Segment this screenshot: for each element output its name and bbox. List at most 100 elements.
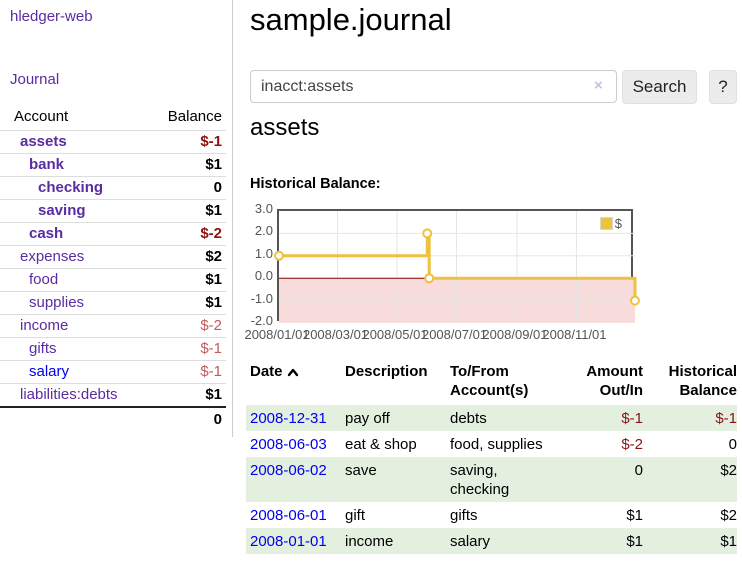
column-gap [552, 435, 583, 454]
account-row: expenses $2 [0, 245, 226, 268]
transaction-date-link[interactable]: 2008-06-02 [250, 462, 327, 479]
help-button[interactable]: ? [709, 70, 737, 104]
account-row: gifts $-1 [0, 337, 226, 360]
chart-legend: $ [599, 216, 622, 231]
account-link-bank[interactable]: bank [29, 156, 65, 173]
register-table: Date Description To/From Account(s) Amou… [246, 362, 737, 554]
account-link-checking[interactable]: checking [38, 179, 104, 196]
account-row: bank $1 [0, 153, 226, 176]
date-header-label: Date [250, 363, 283, 380]
account-link-food[interactable]: food [29, 271, 59, 288]
account-row: salary $-1 [0, 360, 226, 383]
register-row: 2008-06-03 eat & shop food, supplies $-2… [246, 431, 737, 457]
account-link-expenses[interactable]: expenses [20, 248, 85, 265]
sidebar-item-journal[interactable]: Journal [10, 71, 60, 88]
transaction-date-link[interactable]: 2008-01-01 [250, 533, 327, 550]
transaction-balance: $-1 [715, 410, 737, 427]
account-row: liabilities:debts $1 [0, 383, 226, 406]
register-row: 2008-06-02 save saving, checking 0 $2 [246, 457, 737, 502]
register-row: 2008-12-31 pay off debts $-1 $-1 [246, 405, 737, 431]
accounts-header-balance: Balance [167, 108, 222, 125]
transaction-balance: $1 [720, 533, 737, 550]
column-header-balance[interactable]: Historical Balance [643, 362, 737, 400]
sidebar: hledger-web Journal Account Balance asse… [0, 0, 233, 437]
transaction-date-link[interactable]: 2008-06-03 [250, 436, 327, 453]
account-balance: $1 [205, 294, 222, 311]
account-balance: $1 [205, 202, 222, 219]
search-button[interactable]: Search [622, 70, 697, 104]
app-title-link[interactable]: hledger-web [10, 8, 93, 25]
column-header-amount[interactable]: Amount Out/In [583, 362, 643, 400]
accounts-total-value: 0 [213, 411, 222, 428]
accounts-total-row: 0 [0, 406, 226, 432]
transaction-description: save [345, 462, 377, 479]
column-header-date[interactable]: Date [250, 362, 345, 400]
account-link-cash[interactable]: cash [29, 225, 64, 242]
data-point-marker [630, 295, 640, 306]
account-balance: $1 [205, 156, 222, 173]
column-gap [552, 409, 583, 428]
transaction-date-link[interactable]: 2008-06-01 [250, 507, 327, 524]
y-axis-tick-label: -1.0 [250, 290, 273, 306]
balance-header-line2: Balance [679, 382, 737, 399]
y-axis-tick-label: -2.0 [250, 313, 273, 328]
column-header-description[interactable]: Description [345, 363, 428, 380]
y-axis-tick-label: 3.0 [254, 201, 273, 216]
transaction-amount: $-1 [621, 410, 643, 427]
transaction-date-link[interactable]: 2008-12-31 [250, 410, 327, 427]
amount-header-line1: Amount [586, 363, 643, 380]
sort-ascending-icon [287, 363, 299, 382]
transaction-balance: $2 [720, 507, 737, 524]
balance-header-line1: Historical [668, 363, 737, 380]
transaction-accounts: debts [450, 410, 487, 427]
clear-search-icon[interactable]: × [594, 77, 603, 94]
amount-header-line2: Out/In [599, 382, 643, 399]
account-link-gifts[interactable]: gifts [29, 340, 57, 357]
account-link-income[interactable]: income [20, 317, 69, 334]
main-content: sample.journal × Search ? assets Histori… [244, 0, 742, 582]
account-link-supplies[interactable]: supplies [29, 294, 85, 311]
account-balance: $1 [205, 271, 222, 288]
account-link-saving[interactable]: saving [38, 202, 86, 219]
column-gap [552, 362, 583, 400]
y-axis-tick-label: 1.0 [254, 245, 273, 261]
historical-balance-chart: 3.0 2.0 1.0 0.0 -1.0 -2.0 $ 2008/01/01 2008/03… [244, 200, 690, 348]
register-rows: 2008-12-31 pay off debts $-1 $-1 2008-06… [246, 405, 737, 554]
register-row: 2008-01-01 income salary $1 $1 [246, 528, 737, 554]
account-link-assets[interactable]: assets [20, 133, 67, 150]
transaction-accounts: saving, checking [450, 462, 510, 498]
account-row: saving $1 [0, 199, 226, 222]
transaction-description: pay off [345, 410, 390, 427]
transaction-balance: 0 [728, 436, 737, 453]
column-header-tofrom[interactable]: To/From Account(s) [450, 362, 552, 400]
register-row: 2008-06-01 gift gifts $1 $2 [246, 502, 737, 528]
data-point-marker [274, 250, 284, 261]
transaction-accounts: salary [450, 533, 491, 550]
chart-title: Historical Balance: [250, 176, 381, 192]
account-balance: $-1 [200, 340, 222, 357]
page-title: sample.journal [250, 2, 452, 37]
account-row: checking 0 [0, 176, 226, 199]
account-balance: $-1 [200, 133, 222, 150]
accounts-header: Account Balance [0, 104, 226, 130]
account-row: supplies $1 [0, 291, 226, 314]
x-axis-tick-label: 2008/05/01 [362, 327, 428, 342]
x-axis-tick-label: 2008/11/01 [542, 327, 607, 342]
transaction-description: eat & shop [345, 436, 417, 453]
tofrom-header-line2: Account(s) [450, 382, 529, 399]
account-balance: $1 [205, 386, 222, 403]
account-link-liabilities-debts[interactable]: liabilities:debts [20, 386, 118, 403]
account-balance: $-1 [200, 363, 222, 380]
search-input[interactable] [250, 70, 617, 103]
data-point-marker [424, 273, 435, 284]
register-header-row: Date Description To/From Account(s) Amou… [246, 362, 737, 405]
transaction-amount: $1 [626, 533, 643, 550]
search-bar: × Search ? [250, 70, 738, 104]
accounts-header-account: Account [14, 108, 69, 125]
tofrom-header-line1: To/From [450, 363, 509, 380]
transaction-accounts: food, supplies [450, 436, 543, 453]
account-link-salary[interactable]: salary [29, 363, 70, 380]
account-balance: $-2 [200, 317, 222, 334]
account-heading: assets [250, 114, 320, 141]
transaction-amount: $-2 [621, 436, 643, 453]
